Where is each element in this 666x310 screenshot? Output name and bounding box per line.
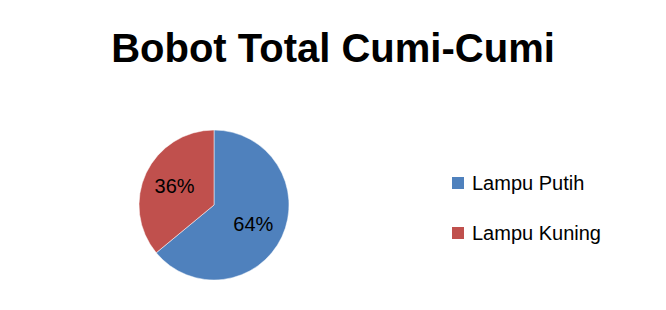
pie-slice (139, 130, 214, 253)
data-label: 36% (155, 175, 195, 197)
legend-label: Lampu Putih (472, 172, 584, 194)
legend-swatch (452, 227, 464, 239)
legend-label: Lampu Kuning (472, 222, 601, 244)
data-label: 64% (233, 213, 273, 235)
data-labels: 64% 36% (155, 175, 274, 234)
chart-container: Bobot Total Cumi-Cumi64%36%Lampu PutihLa… (0, 0, 666, 310)
chart-svg: Bobot Total Cumi-Cumi64%36%Lampu PutihLa… (0, 0, 666, 310)
legend-swatch (452, 177, 464, 189)
chart-title: Bobot Total Cumi-Cumi (111, 26, 555, 70)
legend: Lampu Putih Lampu Kuning (452, 172, 601, 244)
pie-slices (139, 130, 289, 280)
